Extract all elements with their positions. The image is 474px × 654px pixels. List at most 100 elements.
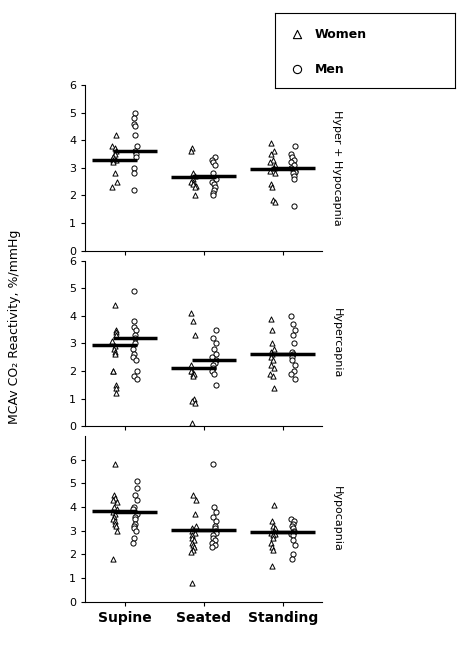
Point: [113, 177, 120, 187]
Point: [188, 366, 196, 376]
Point: [109, 152, 117, 162]
Point: [270, 544, 277, 555]
Point: [187, 177, 195, 187]
Point: [109, 494, 117, 505]
Point: [210, 532, 217, 543]
Point: [129, 343, 137, 354]
Point: [112, 521, 119, 531]
Point: [210, 168, 217, 179]
Point: [209, 190, 217, 201]
Point: [191, 190, 199, 201]
Point: [131, 121, 138, 131]
Point: [212, 338, 219, 349]
Point: [267, 360, 275, 371]
Point: [188, 532, 195, 543]
Point: [191, 330, 199, 340]
Point: [111, 492, 119, 503]
Point: [210, 184, 218, 195]
Point: [271, 168, 279, 179]
Point: [188, 547, 195, 557]
Point: [269, 154, 276, 165]
Point: [287, 529, 295, 540]
Point: [290, 516, 298, 526]
Point: [211, 152, 219, 162]
Point: [270, 383, 278, 393]
Point: [190, 535, 198, 545]
Point: [134, 374, 141, 385]
Point: [271, 160, 278, 170]
Point: [131, 146, 138, 156]
Point: [133, 366, 141, 376]
Point: [191, 368, 198, 379]
Point: [109, 513, 117, 524]
Point: [291, 141, 299, 151]
Point: [111, 349, 119, 360]
Point: [287, 163, 295, 173]
Point: [267, 179, 274, 190]
Point: [267, 528, 274, 538]
Point: [129, 352, 137, 362]
Point: [133, 509, 141, 519]
Point: [129, 504, 137, 515]
Point: [212, 528, 219, 538]
Point: [271, 343, 278, 354]
Point: [131, 184, 138, 195]
Point: [287, 157, 295, 167]
Point: [210, 502, 218, 512]
Point: [131, 513, 139, 524]
Point: [288, 347, 296, 357]
Point: [290, 519, 297, 529]
Point: [288, 354, 296, 365]
Point: [208, 154, 216, 165]
Point: [212, 521, 219, 531]
Point: [289, 535, 297, 545]
Point: [188, 530, 195, 541]
Point: [188, 396, 195, 407]
Point: [130, 523, 138, 534]
Point: [292, 360, 299, 371]
Point: [111, 519, 118, 529]
Point: [192, 494, 200, 505]
Point: [189, 540, 197, 550]
Point: [111, 143, 119, 154]
Point: [270, 528, 278, 538]
Point: [113, 497, 120, 508]
Point: [109, 366, 117, 376]
Point: [268, 542, 275, 553]
Point: [268, 349, 275, 360]
Point: [129, 538, 137, 548]
Point: [209, 459, 217, 470]
Point: [132, 490, 139, 500]
Point: [210, 157, 217, 167]
Point: [112, 341, 119, 351]
Point: [212, 354, 220, 365]
Point: [211, 535, 219, 545]
Point: [212, 324, 219, 335]
Point: [209, 530, 217, 541]
Point: [131, 511, 138, 522]
Point: [266, 368, 274, 379]
Point: [112, 330, 120, 340]
Point: [213, 525, 220, 536]
Point: [130, 532, 138, 543]
Point: [211, 523, 219, 534]
Point: [271, 197, 278, 207]
Point: [290, 349, 297, 360]
Point: [288, 554, 296, 564]
Point: [190, 393, 198, 404]
Point: [130, 349, 137, 360]
Point: [110, 502, 118, 512]
Point: [111, 459, 119, 470]
Point: [192, 521, 200, 531]
Point: [293, 29, 301, 39]
Point: [133, 494, 141, 505]
Point: [112, 154, 119, 165]
Point: [189, 490, 196, 500]
Point: [188, 577, 196, 588]
Point: [132, 324, 140, 335]
Point: [270, 354, 277, 365]
Point: [111, 509, 119, 519]
Point: [109, 182, 116, 192]
Point: [188, 146, 195, 156]
Point: [288, 152, 295, 162]
